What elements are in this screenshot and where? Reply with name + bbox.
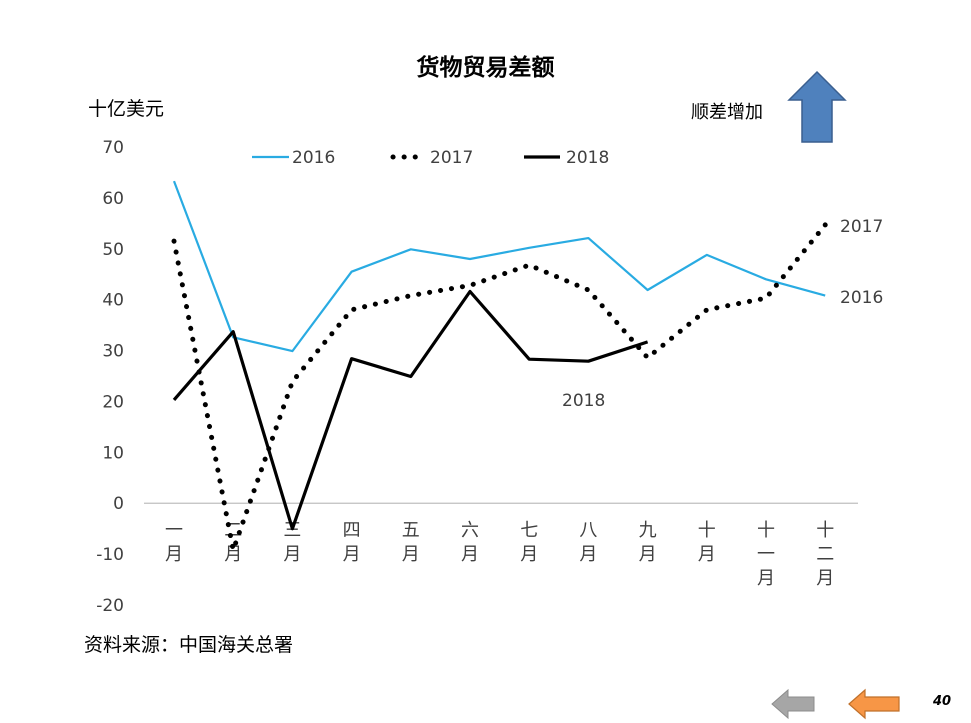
x-tick-label: 十 — [698, 520, 716, 541]
y-tick-label: 0 — [113, 494, 124, 514]
x-tick-label: 月 — [579, 544, 597, 565]
series-end-label-2017: 2017 — [840, 217, 883, 237]
y-axis-unit-label: 十亿美元 — [88, 98, 165, 120]
x-tick-label: 八 — [579, 520, 597, 541]
y-tick-label: -20 — [96, 596, 124, 616]
x-tick-label: 二 — [816, 544, 834, 565]
legend-label-2018: 2018 — [566, 148, 609, 168]
chart-title: 货物贸易差额 — [416, 55, 555, 81]
x-tick-label: 月 — [343, 544, 361, 565]
series-end-label-2018: 2018 — [562, 391, 605, 411]
y-tick-label: 30 — [102, 342, 124, 362]
y-tick-label: -10 — [96, 545, 124, 565]
x-tick-label: 六 — [461, 520, 479, 541]
x-tick-label: 一 — [165, 520, 183, 541]
x-tick-label: 月 — [816, 568, 834, 589]
x-tick-label: 十 — [757, 520, 775, 541]
x-tick-label: 四 — [343, 520, 361, 541]
x-tick-label: 一 — [757, 544, 775, 565]
x-tick-label: 月 — [165, 544, 183, 565]
y-tick-label: 20 — [102, 392, 124, 412]
trend-note: 顺差增加 — [691, 102, 763, 123]
x-tick-label: 月 — [283, 544, 301, 565]
x-tick-label: 月 — [757, 568, 775, 589]
series-end-label-2016: 2016 — [840, 288, 883, 308]
y-tick-label: 70 — [102, 138, 124, 158]
series-line-2018 — [172, 289, 649, 531]
x-tick-label: 十 — [816, 520, 834, 541]
legend-label-2016: 2016 — [292, 148, 335, 168]
x-tick-label: 月 — [698, 544, 716, 565]
series-line-2017 — [171, 222, 828, 553]
series-line-2016 — [172, 180, 826, 353]
source-note: 资料来源：中国海关总署 — [84, 634, 294, 656]
x-tick-label: 五 — [402, 520, 420, 541]
next-slide-button[interactable] — [847, 688, 901, 720]
previous-slide-button[interactable] — [770, 688, 816, 720]
x-tick-label: 月 — [639, 544, 657, 565]
x-tick-label: 三 — [283, 520, 301, 541]
x-tick-label: 七 — [520, 520, 538, 541]
page-number: 40 — [933, 694, 952, 709]
x-tick-label: 月 — [402, 544, 420, 565]
up-arrow-icon — [787, 70, 847, 143]
x-tick-label: 九 — [639, 520, 657, 541]
y-tick-label: 60 — [102, 189, 124, 209]
y-tick-label: 50 — [102, 240, 124, 260]
legend-label-2017: 2017 — [430, 148, 473, 168]
x-tick-label: 月 — [520, 544, 538, 565]
x-tick-label: 月 — [461, 544, 479, 565]
y-tick-label: 10 — [102, 443, 124, 463]
x-tick-label: 月 — [224, 544, 242, 565]
y-tick-label: 40 — [102, 291, 124, 311]
